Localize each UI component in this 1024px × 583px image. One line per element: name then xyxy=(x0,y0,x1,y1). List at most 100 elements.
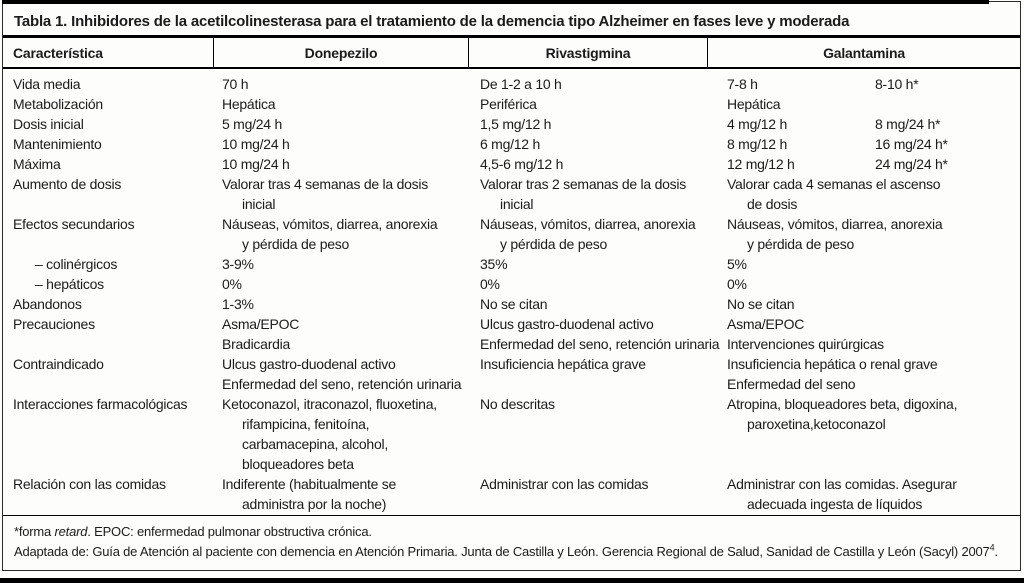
cell-line: 10 mg/24 h xyxy=(222,156,290,172)
cell-rivastigmina: 0% xyxy=(468,274,707,294)
cell-rivastigmina: 1,5 mg/12 h xyxy=(468,114,707,134)
cell-line: 1,5 mg/12 h xyxy=(480,116,552,132)
galantamina-retard-value: 8 mg/24 h* xyxy=(875,114,1020,134)
cell-line: de dosis xyxy=(747,196,798,212)
table-row: Máxima 10 mg/24 h 4,5-6 mg/12 h 12 mg/12 h 2… xyxy=(3,154,1020,174)
column-header-rivastigmina: Rivastigmina xyxy=(468,38,707,67)
cell-line: Abandonos xyxy=(13,296,82,312)
cell-rivastigmina: No descritas xyxy=(468,394,707,474)
cell-rivastigmina: Administrar con las comidas xyxy=(468,474,707,514)
cell-line: Hepática xyxy=(222,96,276,112)
cell-galantamina: 5% xyxy=(707,254,1020,274)
table-header-row: Característica Donepezilo Rivastigmina G… xyxy=(3,38,1020,69)
cell-donepezilo: 0% xyxy=(213,274,468,294)
cell-line: Periférica xyxy=(480,96,537,112)
cell-galantamina: 8 mg/12 h 16 mg/24 h* xyxy=(707,134,1020,154)
row-label-cell: Precauciones xyxy=(3,314,213,354)
cell-line: rifampicina, fenitoína, xyxy=(242,416,370,432)
cell-donepezilo: 3-9% xyxy=(213,254,468,274)
galantamina-retard-value: 16 mg/24 h* xyxy=(875,134,1020,154)
row-label-cell: Máxima xyxy=(3,154,213,174)
cell-rivastigmina: Ulcus gastro-duodenal activo Enfermedad d… xyxy=(468,314,720,354)
cell-line: Valorar cada 4 semanas el ascenso xyxy=(727,176,941,192)
cell-line: 24 mg/24 h* xyxy=(875,156,948,172)
cell-line: Administrar con las comidas xyxy=(480,476,649,492)
cell-line: 3-9% xyxy=(222,256,254,272)
cell-galantamina: Valorar cada 4 semanas el ascenso de dosi… xyxy=(707,174,1020,214)
column-header-caracteristica: Característica xyxy=(13,44,103,61)
cell-line: 8-10 h* xyxy=(875,76,919,92)
cell-line: 4 mg/12 h xyxy=(727,116,788,132)
table-row: – hepáticos 0% 0% 0% xyxy=(3,274,1020,294)
cell-line: No descritas xyxy=(480,396,555,412)
row-label-cell: Vida media xyxy=(3,74,213,94)
galantamina-retard-value: 8-10 h* xyxy=(875,74,1020,94)
table-frame: Tabla 1. Inhibidores de la acetilcolines… xyxy=(2,1,1021,571)
cell-line: inicial xyxy=(242,196,276,212)
title-rule xyxy=(3,35,1020,38)
row-label-cell: Mantenimiento xyxy=(3,134,213,154)
cell-donepezilo: Indiferente (habitualmente se administra … xyxy=(213,474,468,514)
row-label-cell: – hepáticos xyxy=(3,274,213,294)
row-label-cell: Dosis inicial xyxy=(3,114,213,134)
cell-line: bloqueadores beta xyxy=(242,456,354,472)
table-row: Mantenimiento 10 mg/24 h 6 mg/12 h 8 mg/12 … xyxy=(3,134,1020,154)
cell-line: 6 mg/12 h xyxy=(480,136,541,152)
galantamina-subcolumns: 8 mg/12 h 16 mg/24 h* xyxy=(727,134,1020,154)
cell-line: De 1-2 a 10 h xyxy=(480,76,562,92)
table-body: Vida media 70 h De 1-2 a 10 h 7-8 h 8-10 h* M… xyxy=(3,69,1020,515)
cell-donepezilo: Ulcus gastro-duodenal activo Enfermedad d… xyxy=(213,354,468,394)
column-header-donepezilo: Donepezilo xyxy=(213,38,468,67)
cell-rivastigmina: Valorar tras 2 semanas de la dosis inicia… xyxy=(468,174,707,214)
table-row: Aumento de dosis Valorar tras 4 semanas d… xyxy=(3,174,1020,214)
cell-line: Valorar tras 2 semanas de la dosis xyxy=(480,176,687,192)
row-label-cell: Contraindicado xyxy=(3,354,213,394)
footnote-text: 4 xyxy=(989,542,995,553)
cell-line: carbamacepina, alcohol, xyxy=(242,436,389,452)
table-footnotes: *forma retard. EPOC: enfermedad pulmonar… xyxy=(3,515,1020,562)
cell-galantamina: Administrar con las comidas. Asegurar ade… xyxy=(707,474,1020,514)
cell-line: 0% xyxy=(480,276,500,292)
cell-line: No se citan xyxy=(480,296,548,312)
cell-galantamina: Asma/EPOC Intervenciones quirúrgicas xyxy=(707,314,1020,354)
cell-line: Ketoconazol, itraconazol, fluoxetina, xyxy=(222,396,437,412)
cell-rivastigmina: 6 mg/12 h xyxy=(468,134,707,154)
cell-line: Intervenciones quirúrgicas xyxy=(727,336,884,352)
cell-line: paroxetina,ketoconazol xyxy=(747,416,886,432)
row-label-cell: Abandonos xyxy=(3,294,213,314)
cell-galantamina: Náuseas, vómitos, diarrea, anorexia y pér… xyxy=(707,214,1020,254)
top-rule xyxy=(2,0,989,4)
footnote-text: . xyxy=(994,544,998,559)
cell-donepezilo: 70 h xyxy=(213,74,468,94)
galantamina-standard-value: 8 mg/12 h xyxy=(727,134,875,154)
cell-galantamina: No se citan xyxy=(707,294,1020,314)
cell-line: 8 mg/12 h xyxy=(727,136,788,152)
table-row: Vida media 70 h De 1-2 a 10 h 7-8 h 8-10 h* xyxy=(3,74,1020,94)
cell-line: Contraindicado xyxy=(13,356,104,372)
cell-donepezilo: Ketoconazol, itraconazol, fluoxetina, rif… xyxy=(213,394,468,474)
cell-galantamina: 4 mg/12 h 8 mg/24 h* xyxy=(707,114,1020,134)
cell-line: Asma/EPOC xyxy=(727,316,805,332)
cell-line: Aumento de dosis xyxy=(13,176,122,192)
cell-line: Administrar con las comidas. Asegurar xyxy=(727,476,957,492)
row-label-cell: Aumento de dosis xyxy=(3,174,213,214)
cell-rivastigmina: 35% xyxy=(468,254,707,274)
galantamina-subcolumns: 7-8 h 8-10 h* xyxy=(727,74,1020,94)
cell-rivastigmina: Náuseas, vómitos, diarrea, anorexia y pér… xyxy=(468,214,707,254)
bottom-rule xyxy=(0,578,1024,583)
cell-line: Insuficiencia hepática grave xyxy=(480,356,646,372)
cell-line: 16 mg/24 h* xyxy=(875,136,948,152)
table-row: Metabolización Hepática Periférica Hepática xyxy=(3,94,1020,114)
cell-line: y pérdida de peso xyxy=(747,236,855,252)
cell-line: Ulcus gastro-duodenal activo xyxy=(222,356,396,372)
cell-line: 0% xyxy=(222,276,242,292)
cell-galantamina: 0% xyxy=(707,274,1020,294)
table-row: Abandonos 1-3% No se citan No se citan xyxy=(3,294,1020,314)
cell-galantamina: 12 mg/12 h 24 mg/24 h* xyxy=(707,154,1020,174)
cell-line: Enfermedad del seno xyxy=(727,376,856,392)
cell-donepezilo: 10 mg/24 h xyxy=(213,154,468,174)
cell-line: Náuseas, vómitos, diarrea, anorexia xyxy=(727,216,943,232)
cell-donepezilo: Asma/EPOC Bradicardia xyxy=(213,314,468,354)
cell-line: Náuseas, vómitos, diarrea, anorexia xyxy=(222,216,438,232)
row-label-cell: – colinérgicos xyxy=(3,254,213,274)
